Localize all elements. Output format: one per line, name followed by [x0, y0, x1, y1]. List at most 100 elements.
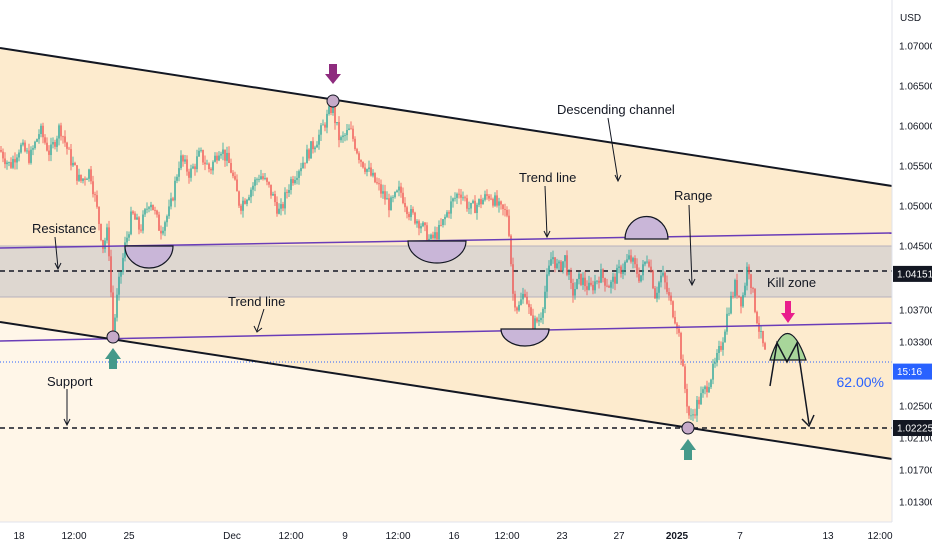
- y-tick-label-10: 1.01700: [899, 466, 932, 477]
- candle-body-469: [468, 208, 470, 210]
- candle-body-277: [276, 202, 278, 214]
- candle-body-321: [320, 125, 322, 135]
- candle-body-399: [398, 186, 400, 191]
- candle-body-557: [556, 263, 558, 269]
- fib-percentage-label: 62.00%: [837, 374, 884, 390]
- candle-body-345: [344, 135, 346, 136]
- candle-body-201: [200, 150, 202, 151]
- candle-body-383: [382, 191, 384, 194]
- candle-body-473: [472, 200, 474, 203]
- candle-body-749: [748, 266, 750, 275]
- candle-body-171: [170, 198, 172, 207]
- candle-body-191: [190, 168, 192, 178]
- candle-body-709: [708, 387, 710, 393]
- candle-body-757: [756, 311, 758, 324]
- candle-body-643: [642, 264, 644, 276]
- candle-body-333: [332, 106, 334, 113]
- candle-body-41: [40, 125, 42, 134]
- candle-body-265: [264, 178, 266, 179]
- candle-body-137: [136, 217, 138, 220]
- candle-body-479: [478, 199, 480, 205]
- candle-body-179: [178, 168, 180, 177]
- candle-body-651: [650, 266, 652, 271]
- candle-body-335: [334, 106, 336, 124]
- candle-body-457: [456, 193, 458, 198]
- candle-body-57: [56, 138, 58, 147]
- candle-body-301: [300, 168, 302, 172]
- candle-body-261: [260, 176, 262, 180]
- candle-body-503: [502, 204, 504, 209]
- candle-body-443: [442, 219, 444, 225]
- candle-body-431: [430, 234, 432, 239]
- candle-body-687: [686, 389, 688, 407]
- candle-body-237: [236, 179, 238, 192]
- candle-body-313: [312, 141, 314, 150]
- candle-body-679: [678, 328, 680, 333]
- candle-body-235: [234, 176, 236, 180]
- candle-body-507: [506, 209, 508, 216]
- time-axis[interactable]: [0, 522, 892, 550]
- price-tag-1: [893, 420, 932, 436]
- candle-body-371: [370, 167, 372, 176]
- candle-body-119: [118, 276, 120, 295]
- candle-body-209: [208, 163, 210, 169]
- candle-body-735: [734, 280, 736, 297]
- x-tick-labels: 18 12:00 25 Dec 12:00 9 12:00 16 12:00 23 27 2025 7 1…: [13, 531, 893, 542]
- candle-body-447: [446, 212, 448, 217]
- candle-body-695: [694, 414, 696, 416]
- y-tick-label-3: 1.05500: [899, 162, 932, 173]
- candle-body-9: [8, 162, 10, 163]
- candle-body-699: [698, 399, 700, 405]
- candle-body-487: [486, 194, 488, 196]
- candle-body-761: [760, 331, 762, 332]
- candle-body-245: [244, 200, 246, 204]
- candle-body-111: [110, 256, 112, 293]
- candle-body-151: [150, 204, 152, 208]
- candle-body-707: [706, 386, 708, 393]
- candle-body-299: [298, 171, 300, 178]
- projection-path: [769, 340, 810, 425]
- candle-body-221: [220, 153, 222, 156]
- candle-body-441: [440, 225, 442, 226]
- candle-body-435: [434, 232, 436, 239]
- y-tick-label-1: 1.06500: [899, 82, 932, 93]
- x-tick-label-3: Dec: [223, 531, 241, 542]
- candle-body-575: [574, 289, 576, 296]
- candle-body-307: [306, 149, 308, 164]
- candle-body-689: [688, 406, 690, 416]
- candle-body-545: [544, 291, 546, 309]
- candle-body-703: [702, 389, 704, 394]
- candle-body-133: [132, 211, 134, 214]
- candle-body-223: [222, 149, 224, 154]
- candle-body-461: [460, 194, 462, 198]
- candle-body-247: [246, 199, 248, 204]
- y-tick-label-8: 1.02500: [899, 402, 932, 413]
- candle-body-217: [216, 155, 218, 161]
- kill-zone-shape: [769, 332, 807, 361]
- candle-body-181: [180, 155, 182, 169]
- candle-body-155: [154, 210, 156, 211]
- candle-body-533: [532, 315, 534, 331]
- candle-body-421: [420, 226, 422, 229]
- reaction-arc-2: [407, 240, 467, 264]
- candle-body-385: [384, 191, 386, 200]
- candle-body-589: [588, 282, 590, 290]
- candle-body-491: [490, 198, 492, 200]
- candle-body-331: [330, 106, 332, 113]
- candle-body-423: [422, 222, 424, 227]
- candle-body-347: [346, 130, 348, 136]
- lower-zone-fill: [0, 322, 892, 522]
- x-tick-label-13: 13: [822, 531, 834, 542]
- candle-body-149: [148, 207, 150, 209]
- price-tag-label-1: 1.02225: [897, 424, 932, 435]
- candle-body-711: [710, 379, 712, 388]
- candle-body-163: [162, 230, 164, 234]
- candle-body-351: [350, 128, 352, 130]
- kill-zone-arrow-icon: [781, 301, 795, 323]
- candle-body-77: [76, 165, 78, 181]
- candle-body-37: [36, 139, 38, 142]
- candle-body-369: [368, 167, 370, 170]
- candle-body-199: [198, 150, 200, 157]
- candle-body-477: [476, 204, 478, 213]
